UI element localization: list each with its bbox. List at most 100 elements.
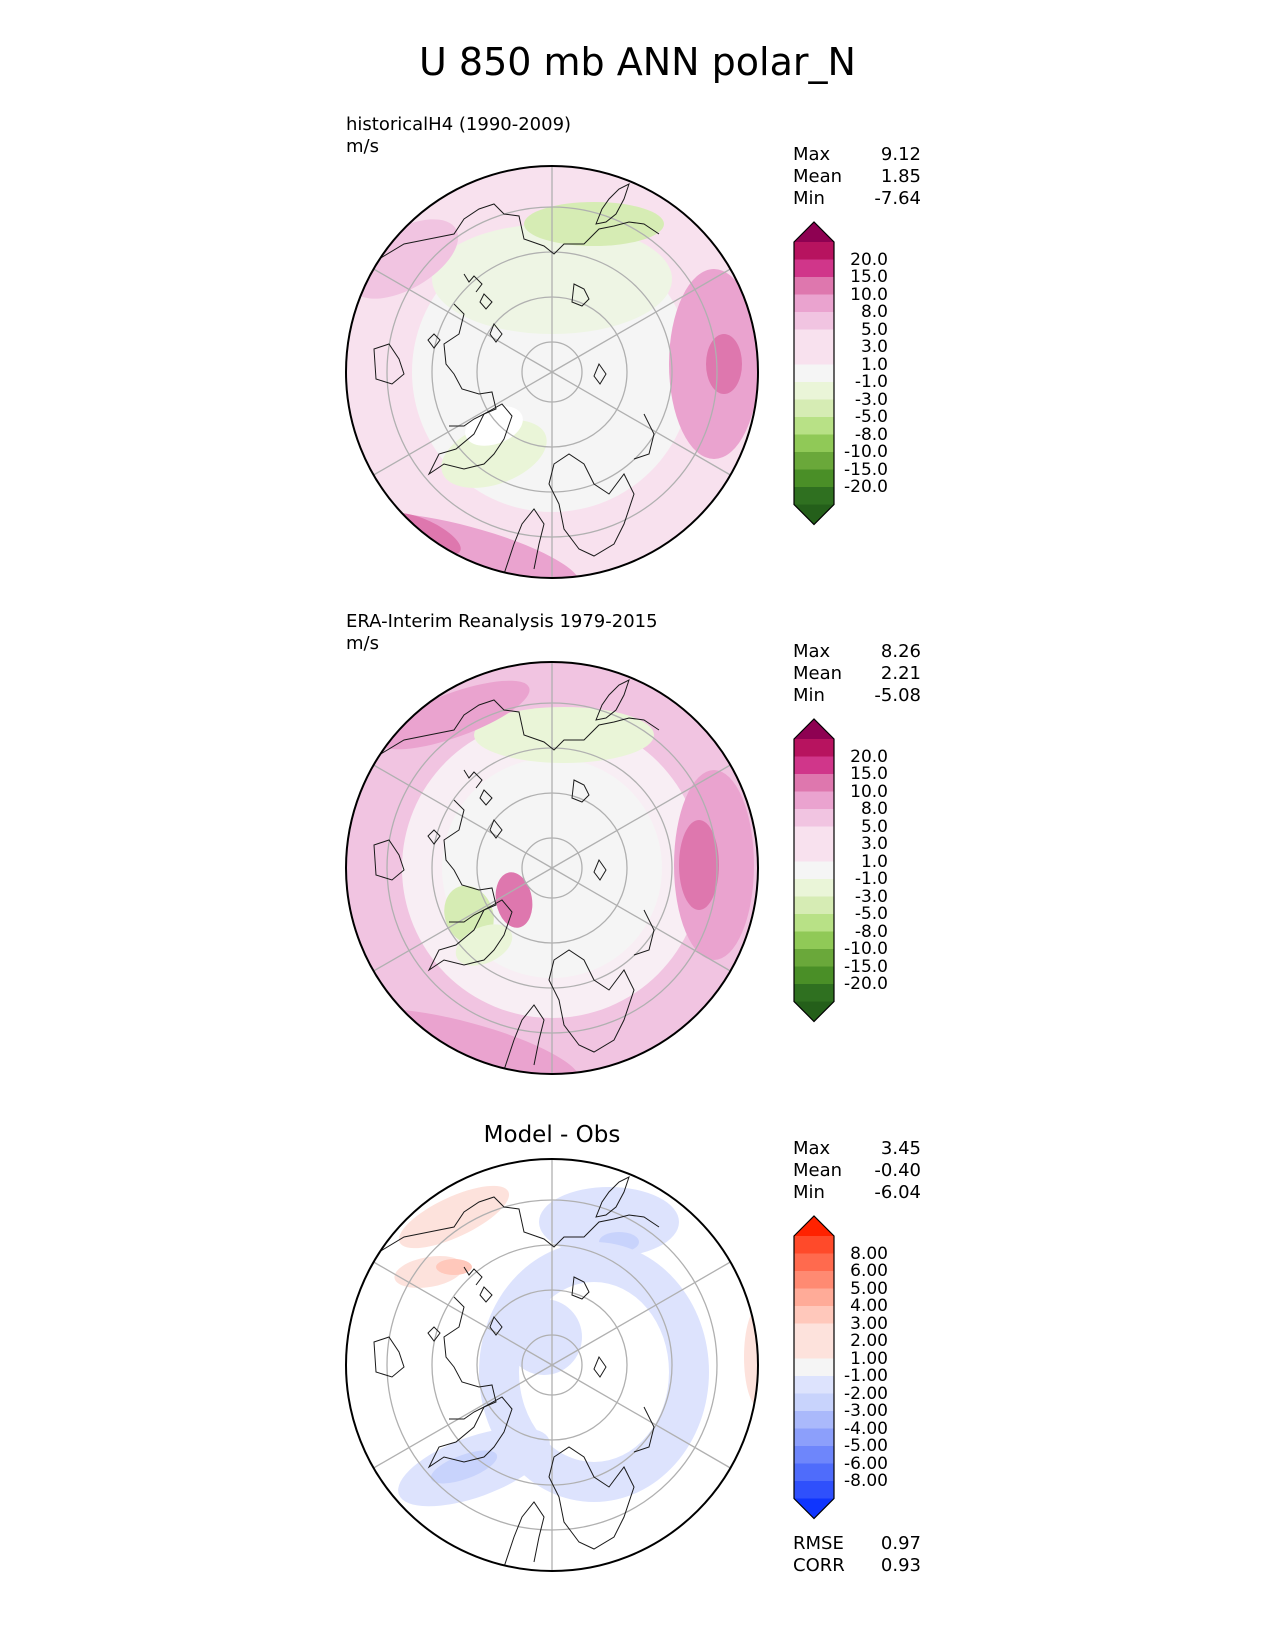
colorbar-segment — [794, 1463, 834, 1482]
colorbar-tick-label: 3.0 — [860, 337, 888, 357]
colorbar-segment — [794, 1236, 834, 1254]
coastline — [571, 283, 590, 307]
colorbar-segment — [794, 966, 834, 985]
colorbar-segment — [794, 452, 834, 470]
colorbar-tick-label: 5.00 — [850, 1278, 888, 1299]
coastline — [479, 1286, 493, 1303]
colorbar-segment — [794, 914, 834, 932]
field-region — [506, 1299, 582, 1375]
colorbar-tick-label: 15.0 — [850, 267, 888, 287]
coastline — [427, 1326, 441, 1342]
coastline — [427, 1396, 513, 1469]
colorbar-tick-label: -6.00 — [844, 1453, 888, 1474]
coastline — [595, 183, 630, 225]
coastline — [633, 413, 655, 460]
colorbar-segment — [794, 1376, 834, 1394]
coastline — [479, 789, 493, 806]
coastline — [427, 403, 513, 476]
panel-1-units: m/s — [346, 136, 379, 157]
field-region — [436, 1259, 472, 1275]
coastline — [443, 303, 497, 427]
meridian-line — [551, 1364, 731, 1469]
coastline — [373, 1336, 405, 1378]
coastline — [463, 273, 483, 293]
colorbar-segment — [794, 347, 834, 365]
panel-3-colorbar — [793, 1215, 835, 1520]
coastline — [463, 1266, 483, 1286]
panel-2-colorbar-ticks: 20.0 15.0 10.0 8.0 5.0 3.0 1.0 -1.0 -3.0 -5.0 -8.0… — [820, 719, 888, 1019]
colorbar-segment — [794, 364, 834, 383]
colorbar-bottom-extend — [794, 504, 834, 525]
coastlines — [373, 1176, 660, 1568]
coastline — [633, 909, 655, 956]
coastline — [427, 333, 441, 349]
colorbar-segment — [794, 1428, 834, 1447]
coastline — [443, 1296, 497, 1420]
coastline — [503, 1501, 545, 1568]
colorbar-tick-label: 1.0 — [860, 851, 888, 872]
colorbar-tick-label: 6.00 — [850, 1261, 888, 1281]
map-field — [346, 1159, 758, 1571]
field-region — [430, 1450, 498, 1484]
colorbar-tick-label: 3.00 — [850, 1313, 888, 1334]
meridian-line — [373, 1364, 553, 1469]
colorbar-segment — [794, 879, 834, 897]
colorbar-segment — [794, 469, 834, 488]
colorbar-outline — [793, 718, 835, 1023]
coastline — [571, 779, 590, 803]
colorbar-segment — [794, 1481, 834, 1499]
coastline — [595, 679, 630, 721]
panel-3-metrics: RMSE 0.97 CORR 0.93 — [793, 1533, 921, 1577]
colorbar-segment — [794, 1306, 834, 1324]
colorbar-segment — [794, 809, 834, 827]
colorbar-tick-label: 1.00 — [850, 1348, 888, 1369]
colorbar-tick-label: -5.00 — [844, 1436, 888, 1456]
graticule — [373, 662, 731, 1074]
colorbar-segment — [794, 861, 834, 880]
coastline — [593, 858, 607, 881]
panel-3-stat-min: Min -6.04 — [793, 1182, 921, 1203]
meridian-line — [551, 1261, 731, 1366]
field-region — [524, 202, 664, 246]
colorbar-tick-label: -20.0 — [844, 477, 888, 497]
coastline — [548, 453, 635, 557]
panel-2-label: ERA-Interim Reanalysis 1979-2015 m/s — [346, 611, 658, 655]
colorbar-segment — [794, 242, 834, 260]
colorbar-tick-label: -15.0 — [844, 956, 888, 977]
map-boundary — [345, 165, 759, 579]
colorbar-outline — [793, 221, 835, 526]
colorbar-tick-label: -10.0 — [844, 939, 888, 959]
colorbar-segment — [794, 1358, 834, 1377]
colorbar-segment — [794, 399, 834, 418]
panel-3-colorbar-ticks: 8.00 6.00 5.00 4.00 3.00 2.00 1.00 -1.00 -2.00 -3… — [820, 1216, 888, 1516]
colorbar-segment — [794, 1323, 834, 1342]
panel-2-stat-min: Min -5.08 — [793, 685, 921, 706]
panel-1-colorbar — [793, 221, 835, 526]
colorbar-tick-label: -1.0 — [854, 372, 888, 392]
colorbar-tick-label: -1.0 — [854, 869, 888, 889]
panel-1-polar-map — [345, 165, 759, 579]
coastline — [373, 343, 405, 385]
map-boundary — [345, 1158, 759, 1572]
colorbar-tick-label: 20.0 — [850, 746, 888, 767]
coastline — [427, 829, 441, 845]
colorbar-segment — [794, 1288, 834, 1307]
coastline — [489, 819, 503, 839]
colorbar-tick-label: 4.00 — [850, 1296, 888, 1316]
coastline — [479, 293, 493, 310]
colorbar-tick-label: -3.00 — [844, 1401, 888, 1421]
colorbar-tick-label: -5.0 — [854, 904, 888, 924]
panel-2-dataset-name: ERA-Interim Reanalysis 1979-2015 — [346, 611, 658, 632]
panel-1-label: historicalH4 (1990-2009) m/s — [346, 114, 571, 158]
colorbar-segment — [794, 739, 834, 757]
colorbar-tick-label: 3.0 — [860, 834, 888, 854]
colorbar-segment — [794, 896, 834, 915]
colorbar-tick-label: 10.0 — [850, 284, 888, 305]
panel-1-stat-max: Max 9.12 — [793, 144, 921, 165]
panel-1-model-name: historicalH4 (1990-2009) — [346, 114, 572, 135]
panel-2-stats: Max 8.26 Mean 2.21 Min -5.08 — [793, 641, 921, 707]
colorbar-segment — [794, 791, 834, 810]
field-region — [349, 219, 459, 299]
coastline — [378, 699, 660, 756]
colorbar-segment — [794, 434, 834, 453]
